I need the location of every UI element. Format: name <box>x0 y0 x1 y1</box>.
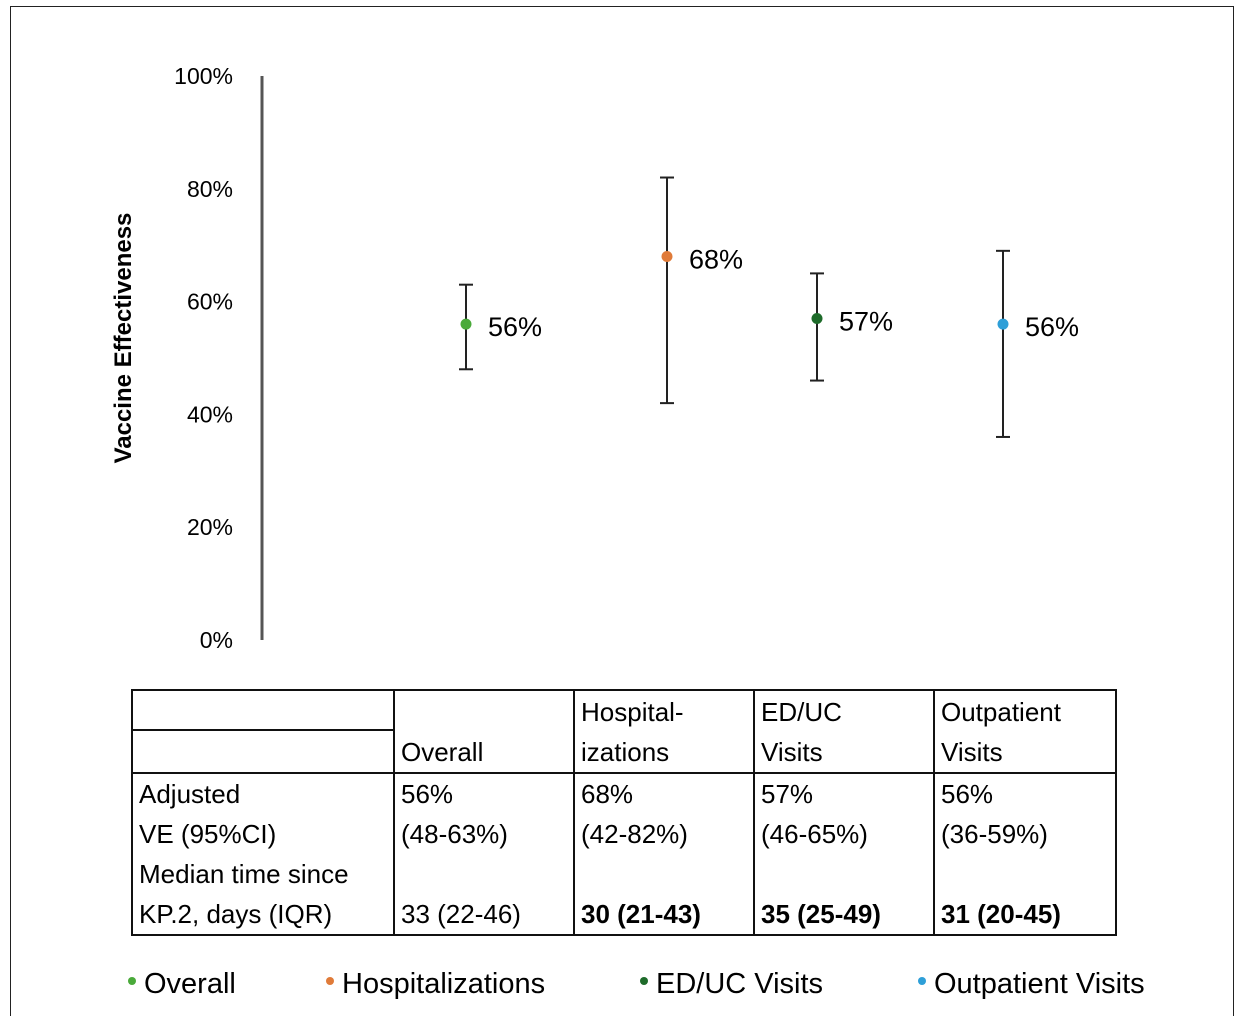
data-label: 56% <box>1025 312 1079 342</box>
table-cell-text: Median time since <box>139 859 349 889</box>
table-cell: 56% (48-63%) <box>393 772 575 854</box>
table-cell-text: KP.2, days (IQR) <box>139 899 333 929</box>
table-cell: 30 (21-43) <box>573 854 755 936</box>
table-row-label: Median time since KP.2, days (IQR) <box>131 854 395 936</box>
table-cell-text: Outpatient <box>941 697 1061 727</box>
table-cell-text: Overall <box>401 737 484 767</box>
data-point <box>460 318 472 330</box>
table-cell: 31 (20-45) <box>933 854 1117 936</box>
y-axis-label: Vaccine Effectiveness <box>110 213 137 464</box>
data-label: 68% <box>689 244 743 274</box>
table-header-outpatient: Outpatient Visits <box>933 689 1117 773</box>
table-cell-text: (42-82%) <box>581 819 688 849</box>
legend-label: Overall <box>144 968 236 1000</box>
legend-label: ED/UC Visits <box>656 968 824 1000</box>
table-row-median: Median time since KP.2, days (IQR) 33 (22… <box>131 854 1117 936</box>
table-cell-text: 35 (25-49) <box>761 899 881 929</box>
table-cell: 56% (36-59%) <box>933 772 1117 854</box>
legend-marker <box>918 977 926 986</box>
table-cell-text: Visits <box>761 737 823 767</box>
y-tick-labels: 0% 20% 40% 60% 80% 100% <box>174 63 233 653</box>
legend-item: Overall <box>128 968 236 1001</box>
y-tick-label: 40% <box>187 401 233 427</box>
table-header-overall: Overall <box>393 689 575 773</box>
data-point <box>811 313 823 325</box>
figure-frame <box>10 6 1234 1016</box>
table-cell-text: (36-59%) <box>941 819 1048 849</box>
legend-label: Outpatient Visits <box>934 968 1145 1000</box>
table-cell: 33 (22-46) <box>393 854 575 936</box>
legend-marker <box>128 977 136 986</box>
table-cell-text: (46-65%) <box>761 819 868 849</box>
data-label: 56% <box>488 312 542 342</box>
table-cell: 68% (42-82%) <box>573 772 755 854</box>
table-cell-text: izations <box>581 737 670 767</box>
chart-legend: Overall Hospitalizations ED/UC Visits Outpa… <box>128 968 1228 1008</box>
ve-chart: 0% 20% 40% 60% 80% 100% Vaccine Effectiveness… <box>110 63 1079 653</box>
table-cell-text: 56% <box>401 779 454 809</box>
y-tick-label: 20% <box>187 514 233 540</box>
table-cell-text: 56% <box>941 779 994 809</box>
legend-item: Outpatient Visits <box>918 968 1145 1001</box>
table-cell-text: 31 (20-45) <box>941 899 1061 929</box>
table-cell-text: 68% <box>581 779 634 809</box>
y-tick-label: 0% <box>200 627 233 653</box>
chart-marks: 56% 68% 57% 56% <box>459 176 1079 438</box>
table-header-row: Overall Hospital-izations ED/UC Visits Ou… <box>131 689 1117 773</box>
table-cell-text: 33 (22-46) <box>401 899 521 929</box>
legend-label: Hospitalizations <box>342 968 546 1000</box>
table-cell-text: 30 (21-43) <box>581 899 701 929</box>
table-header-ed-uc: ED/UC Visits <box>753 689 935 773</box>
table-cell-text: ED/UC <box>761 697 842 727</box>
table-cell: 35 (25-49) <box>753 854 935 936</box>
table-header-hospitalizations: Hospital-izations <box>573 689 755 773</box>
table-cell-text: Hospital- <box>581 697 684 727</box>
y-tick-label: 100% <box>174 63 233 89</box>
data-label: 57% <box>839 307 893 337</box>
legend-item: ED/UC Visits <box>640 968 823 1001</box>
table-cell-text: 57% <box>761 779 814 809</box>
table-cell-text: Visits <box>941 737 1003 767</box>
legend-item: Hospitalizations <box>326 968 545 1001</box>
data-point <box>661 250 673 262</box>
data-point <box>997 318 1009 330</box>
legend-marker <box>326 977 334 986</box>
table-row-label: Adjusted VE (95%CI) <box>131 772 395 854</box>
table-row-ve: Adjusted VE (95%CI) 56% (48-63%) 68% (42-82… <box>131 772 1117 854</box>
y-tick-label: 80% <box>187 176 233 202</box>
table-cell-text: VE (95%CI) <box>139 819 277 849</box>
table-cell-text: (48-63%) <box>401 819 508 849</box>
y-tick-label: 60% <box>187 289 233 315</box>
table-cell: 57% (46-65%) <box>753 772 935 854</box>
summary-table: Overall Hospital-izations ED/UC Visits Ou… <box>131 689 1117 936</box>
table-cell-text: Adjusted <box>139 779 241 809</box>
legend-marker <box>640 977 648 986</box>
table-header-blank <box>131 689 395 773</box>
